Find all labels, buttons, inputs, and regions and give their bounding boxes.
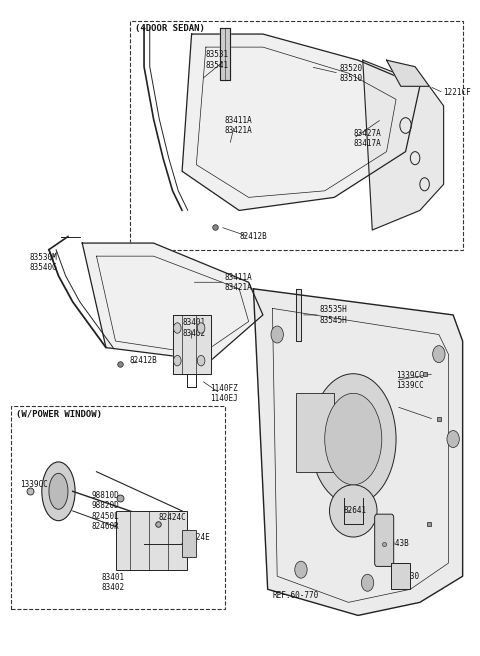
Ellipse shape	[311, 374, 396, 504]
Circle shape	[174, 356, 181, 366]
Circle shape	[447, 430, 459, 447]
Polygon shape	[173, 315, 211, 374]
Polygon shape	[253, 289, 463, 615]
Text: 82643B: 82643B	[382, 539, 409, 548]
FancyBboxPatch shape	[116, 511, 187, 569]
Text: 98810D
98820D
82450L
82460R: 98810D 98820D 82450L 82460R	[92, 491, 120, 531]
Text: 83520
83510: 83520 83510	[339, 64, 362, 83]
Text: (W/POWER WINDOW): (W/POWER WINDOW)	[16, 409, 102, 419]
Ellipse shape	[325, 394, 382, 485]
Text: 1221CF: 1221CF	[444, 89, 471, 97]
Text: 82412B: 82412B	[130, 356, 157, 365]
Text: 82630: 82630	[396, 572, 419, 581]
Text: 82641: 82641	[344, 506, 367, 516]
Text: 1140FZ
1140EJ: 1140FZ 1140EJ	[211, 384, 239, 403]
Text: 83531
83541: 83531 83541	[206, 51, 229, 70]
Text: 83401
83402: 83401 83402	[182, 318, 205, 338]
Text: 82424C: 82424C	[158, 513, 186, 522]
FancyBboxPatch shape	[375, 514, 394, 566]
Polygon shape	[82, 243, 263, 361]
Text: 82424E: 82424E	[182, 533, 210, 542]
FancyBboxPatch shape	[296, 394, 334, 472]
Text: 83401
83402: 83401 83402	[101, 573, 124, 592]
Circle shape	[197, 323, 205, 333]
Circle shape	[197, 356, 205, 366]
Ellipse shape	[42, 462, 75, 521]
Circle shape	[361, 574, 374, 591]
Text: 83530M
83540G: 83530M 83540G	[30, 253, 58, 272]
Text: 82412B: 82412B	[239, 232, 267, 241]
Circle shape	[174, 323, 181, 333]
Ellipse shape	[329, 485, 377, 537]
Circle shape	[295, 561, 307, 578]
Circle shape	[271, 326, 283, 343]
FancyBboxPatch shape	[182, 531, 196, 557]
Polygon shape	[363, 60, 444, 230]
Text: 1339CC
1339CC: 1339CC 1339CC	[396, 371, 424, 390]
Ellipse shape	[49, 474, 68, 509]
Text: 83411A
83421A: 83411A 83421A	[225, 273, 252, 292]
Polygon shape	[220, 28, 229, 80]
Polygon shape	[386, 60, 429, 87]
Text: 1339CC: 1339CC	[21, 480, 48, 489]
Text: (4DOOR SEDAN): (4DOOR SEDAN)	[134, 24, 204, 33]
Text: 83427A
83417A: 83427A 83417A	[353, 129, 381, 148]
Polygon shape	[296, 289, 301, 341]
Polygon shape	[182, 34, 420, 211]
FancyBboxPatch shape	[391, 563, 410, 589]
Text: 83411A
83421A: 83411A 83421A	[225, 116, 252, 135]
Text: REF.60-770: REF.60-770	[273, 591, 319, 600]
Text: 83535H
83545H: 83535H 83545H	[320, 305, 348, 325]
Circle shape	[432, 346, 445, 363]
